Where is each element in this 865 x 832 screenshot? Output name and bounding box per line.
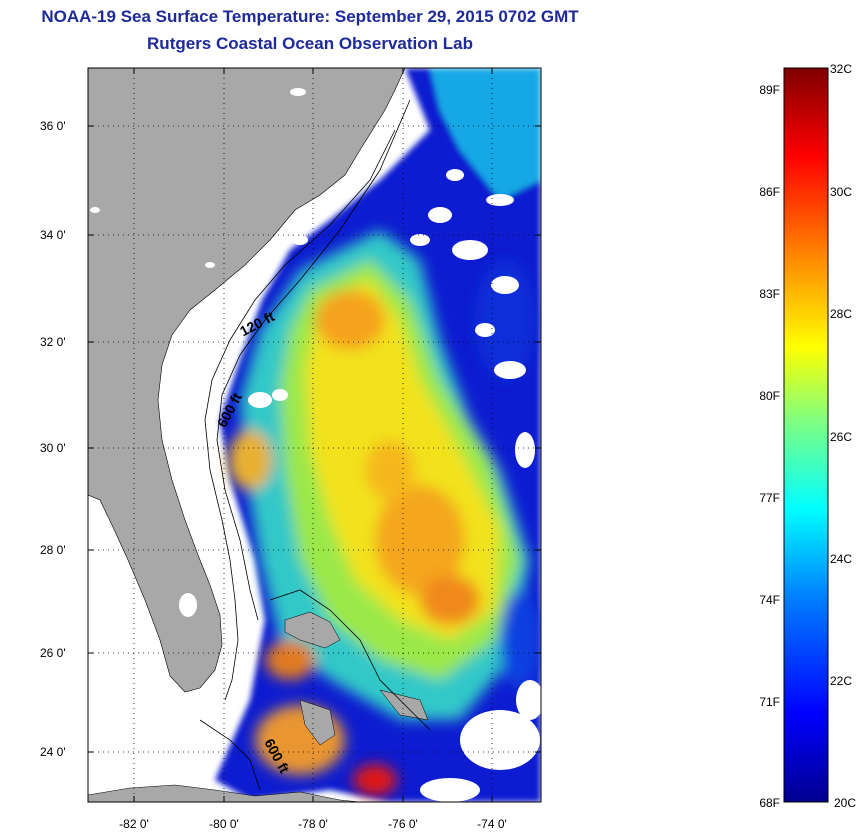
- colorbar-c-label: 20C: [834, 796, 857, 810]
- colorbar-c-label: 32C: [830, 62, 853, 76]
- lat-label: 34 0': [40, 228, 66, 242]
- lon-label: -74 0': [477, 817, 507, 831]
- colorbar-f-label: 74F: [759, 593, 780, 607]
- colorbar-f-label: 80F: [759, 389, 780, 403]
- land-usa: [88, 68, 406, 693]
- lon-label: -82 0': [119, 817, 149, 831]
- isobath-lines: [199, 99, 431, 791]
- lat-label: 30 0': [40, 441, 66, 455]
- colorbar-f-label: 71F: [759, 695, 780, 709]
- lat-label: 32 0': [40, 335, 66, 349]
- colorbar-f-label: 89F: [759, 83, 780, 97]
- colorbar-f-label: 77F: [759, 491, 780, 505]
- lon-label: -78 0': [298, 817, 328, 831]
- colorbar-f-label: 83F: [759, 287, 780, 301]
- colorbar: [783, 67, 829, 803]
- colorbar-c-label: 26C: [830, 430, 853, 444]
- map-subtitle: Rutgers Coastal Ocean Observation Lab: [147, 34, 473, 53]
- lat-label: 28 0': [40, 543, 66, 557]
- lat-label: 24 0': [40, 745, 66, 759]
- cloud-mask: [248, 169, 541, 802]
- colorbar-f-label: 68F: [759, 796, 780, 810]
- grid-lines: [88, 68, 541, 802]
- colorbar-c-label: 28C: [830, 307, 853, 321]
- colorbar-c-label: 24C: [830, 552, 853, 566]
- lon-label: -76 0': [388, 817, 418, 831]
- lat-label: 36 0': [40, 119, 66, 133]
- axis-ticks: [88, 68, 541, 802]
- colorbar-c-label: 22C: [830, 674, 853, 688]
- colorbar-f-label: 86F: [759, 185, 780, 199]
- lat-label: 26 0': [40, 646, 66, 660]
- lon-label: -80 0': [209, 817, 239, 831]
- map-title: NOAA-19 Sea Surface Temperature: Septemb…: [41, 7, 579, 26]
- colorbar-c-label: 30C: [830, 185, 853, 199]
